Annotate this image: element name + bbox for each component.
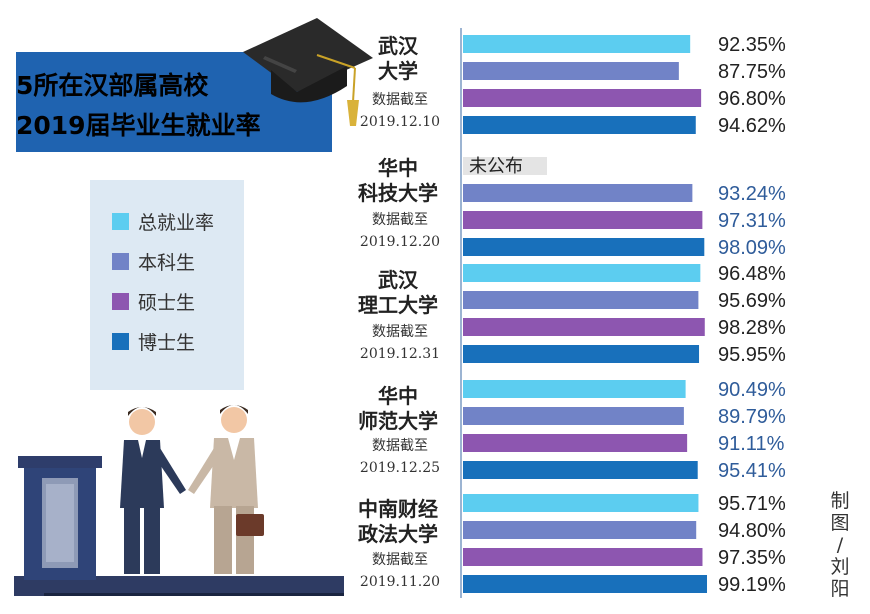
not-published-box [463,157,547,175]
univ-name-line: 武汉 [378,34,418,58]
value-label: 98.09% [718,237,786,259]
deadline-date: 2019.11.20 [359,574,441,590]
value-label: 96.80% [718,88,786,110]
credit: 制图 / 刘阳 [828,490,852,600]
bar-2-0 [463,264,701,282]
credit-char: 刘 [830,556,850,578]
bar-0-0 [463,35,691,53]
value-label: 93.24% [718,183,786,205]
bar-4-3 [463,575,708,593]
univ-name-line: 武汉 [378,268,418,292]
bar-0-1 [463,62,679,80]
legend: 总就业率 本科生 硕士生 博士生 [90,180,244,390]
univ-name-line: 师范大学 [358,409,438,433]
deadline-label: 数据截至 [372,92,428,108]
deadline-zuel: 数据截至 2019.11.20 [340,549,460,593]
value-label: 96.48% [718,263,786,285]
value-label: 97.31% [718,210,786,232]
credit-char: 制 [830,490,850,512]
deadline-date: 2019.12.25 [359,460,441,476]
deadline-label: 数据截至 [372,212,428,228]
value-label: 97.35% [718,547,786,569]
univ-name-whu: 武汉 大学 [348,34,448,84]
bar-1-3 [463,238,705,256]
deadline-date: 2019.12.20 [359,234,441,250]
value-label: 95.71% [718,493,786,515]
graduation-cap-icon [243,18,373,126]
legend-label-total: 总就业率 [138,211,215,234]
deadline-date: 2019.12.10 [359,114,441,130]
bar-3-1 [463,407,684,425]
legend-item-master: 硕士生 [112,288,195,314]
univ-name-line: 华中 [378,384,418,408]
deadline-ccnu: 数据截至 2019.12.25 [340,435,460,479]
value-label: 99.19% [718,574,786,596]
bar-0-3 [463,116,696,134]
credit-char: / [836,534,844,556]
title-line-1: 5所在汉部属高校 [16,71,209,100]
univ-name-line: 中南财经 [358,497,438,521]
value-label: 90.49% [718,379,786,401]
value-label: 94.80% [718,520,786,542]
bar-4-2 [463,548,703,566]
univ-name-whut: 武汉 理工大学 [348,268,448,318]
company-podium [18,456,102,580]
univ-name-line: 大学 [378,59,418,83]
bar-4-0 [463,494,699,512]
bar-1-1 [463,184,693,202]
univ-name-line: 华中 [378,156,418,180]
not-published-label: 未公布 [469,156,523,177]
univ-name-hust: 华中 科技大学 [348,156,448,206]
person-beige-suit [188,405,264,574]
bar-2-1 [463,291,699,309]
legend-label-master: 硕士生 [138,291,196,314]
handshake-illustration [14,405,344,596]
legend-swatch-doctor [112,332,129,350]
value-label: 95.69% [718,290,786,312]
legend-label-doctor: 博士生 [138,331,196,354]
value-label: 89.79% [718,406,786,428]
univ-name-zuel: 中南财经 政法大学 [348,497,448,547]
deadline-label: 数据截至 [372,438,428,454]
bar-2-3 [463,345,700,363]
deadline-whut: 数据截至 2019.12.31 [340,321,460,365]
legend-label-undergrad: 本科生 [138,251,196,274]
credit-char: 图 [830,512,850,534]
legend-swatch-master [112,292,129,310]
person-dark-suit [120,407,186,574]
bar-0-2 [463,89,702,107]
value-label: 98.28% [718,317,786,339]
univ-name-line: 理工大学 [358,293,438,317]
bar-3-0 [463,380,686,398]
univ-name-line: 科技大学 [358,181,438,205]
deadline-whu: 数据截至 2019.12.10 [340,89,460,133]
legend-item-undergrad: 本科生 [112,248,195,274]
legend-swatch-total [112,212,129,230]
title-line-2: 2019届毕业生就业率 [16,111,261,140]
univ-name-ccnu: 华中 师范大学 [348,384,448,434]
bar-3-3 [463,461,698,479]
value-label: 87.75% [718,61,786,83]
value-label: 92.35% [718,34,786,56]
deadline-hust: 数据截至 2019.12.20 [340,209,460,253]
bar-3-2 [463,434,688,452]
bar-4-1 [463,521,697,539]
bar-2-2 [463,318,705,336]
value-label: 95.95% [718,344,786,366]
univ-name-line: 政法大学 [358,522,438,546]
deadline-label: 数据截至 [372,324,428,340]
legend-swatch-undergrad [112,252,129,270]
deadline-date: 2019.12.31 [359,346,441,362]
credit-char: 阳 [830,578,850,600]
value-label: 91.11% [718,433,785,455]
value-label: 95.41% [718,460,786,482]
bar-1-2 [463,211,703,229]
value-label: 94.62% [718,115,786,137]
deadline-label: 数据截至 [372,552,428,568]
legend-item-total: 总就业率 [112,208,214,234]
legend-item-doctor: 博士生 [112,328,195,354]
